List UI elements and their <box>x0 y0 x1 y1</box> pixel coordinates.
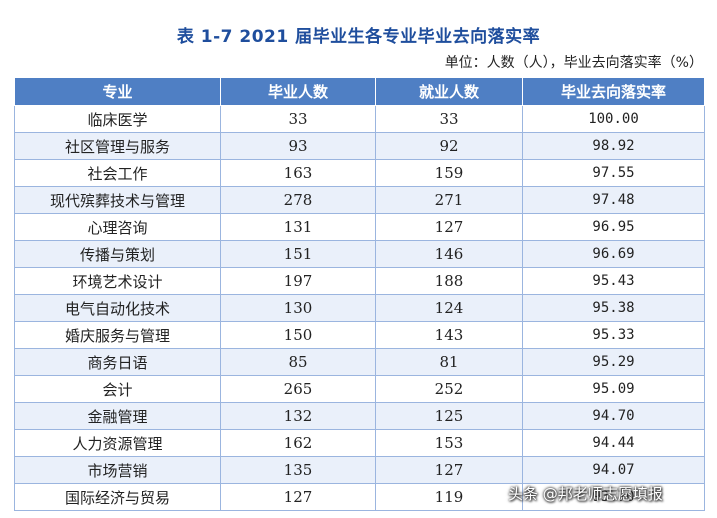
cell-graduates: 132 <box>220 402 376 430</box>
table-row: 电气自动化技术 130 124 95.38 <box>14 294 705 322</box>
table-row: 国际经济与贸易 127 119 93.70 <box>14 483 705 511</box>
cell-major: 环境艺术设计 <box>14 267 221 295</box>
cell-graduates: 33 <box>220 105 376 133</box>
cell-employed: 153 <box>375 429 523 457</box>
cell-major: 社区管理与服务 <box>14 132 221 160</box>
table-row: 社区管理与服务 93 92 98.92 <box>14 132 705 160</box>
cell-placement-rate: 95.09 <box>522 375 705 403</box>
cell-graduates: 151 <box>220 240 376 268</box>
cell-employed: 81 <box>375 348 523 376</box>
cell-major: 人力资源管理 <box>14 429 221 457</box>
cell-graduates: 278 <box>220 186 376 214</box>
table-row: 现代殡葬技术与管理 278 271 97.48 <box>14 186 705 214</box>
cell-employed: 188 <box>375 267 523 295</box>
table-row: 临床医学 33 33 100.00 <box>14 105 705 133</box>
cell-graduates: 197 <box>220 267 376 295</box>
cell-employed: 119 <box>375 483 523 511</box>
table-header-row: 专业 毕业人数 就业人数 毕业去向落实率 <box>14 77 705 106</box>
table-row: 传播与策划 151 146 96.69 <box>14 240 705 268</box>
unit-note: 单位：人数（人），毕业去向落实率（%） <box>444 55 703 71</box>
watermark-text: 头条 @邦老师志愿填报 <box>508 485 663 503</box>
table-row: 人力资源管理 162 153 94.44 <box>14 429 705 457</box>
header-major: 专业 <box>14 77 221 106</box>
cell-placement-rate: 95.43 <box>522 267 705 295</box>
cell-placement-rate: 97.55 <box>522 159 705 187</box>
table-title: 表 1-7 2021 届毕业生各专业毕业去向落实率 <box>176 27 541 47</box>
table-row: 市场营销 135 127 94.07 <box>14 456 705 484</box>
cell-major: 传播与策划 <box>14 240 221 268</box>
cell-graduates: 163 <box>220 159 376 187</box>
cell-placement-rate: 97.48 <box>522 186 705 214</box>
cell-employed: 146 <box>375 240 523 268</box>
cell-graduates: 265 <box>220 375 376 403</box>
header-employed: 就业人数 <box>375 77 523 106</box>
cell-graduates: 127 <box>220 483 376 511</box>
cell-employed: 143 <box>375 321 523 349</box>
cell-graduates: 150 <box>220 321 376 349</box>
cell-graduates: 135 <box>220 456 376 484</box>
cell-employed: 127 <box>375 213 523 241</box>
table-row: 环境艺术设计 197 188 95.43 <box>14 267 705 295</box>
cell-graduates: 130 <box>220 294 376 322</box>
cell-major: 心理咨询 <box>14 213 221 241</box>
cell-graduates: 93 <box>220 132 376 160</box>
cell-placement-rate: 96.95 <box>522 213 705 241</box>
cell-employed: 92 <box>375 132 523 160</box>
cell-major: 国际经济与贸易 <box>14 483 221 511</box>
table-row: 心理咨询 131 127 96.95 <box>14 213 705 241</box>
cell-graduates: 85 <box>220 348 376 376</box>
cell-major: 商务日语 <box>14 348 221 376</box>
cell-employed: 33 <box>375 105 523 133</box>
cell-employed: 124 <box>375 294 523 322</box>
cell-major: 金融管理 <box>14 402 221 430</box>
graduation-rate-table: 专业 毕业人数 就业人数 毕业去向落实率 临床医学 33 33 100.00 社区管理与… <box>14 77 705 511</box>
cell-employed: 159 <box>375 159 523 187</box>
table-row: 商务日语 85 81 95.29 <box>14 348 705 376</box>
cell-employed: 127 <box>375 456 523 484</box>
header-graduates: 毕业人数 <box>220 77 376 106</box>
table-row: 婚庆服务与管理 150 143 95.33 <box>14 321 705 349</box>
table-row: 金融管理 132 125 94.70 <box>14 402 705 430</box>
cell-placement-rate: 95.33 <box>522 321 705 349</box>
cell-major: 市场营销 <box>14 456 221 484</box>
table-row: 社会工作 163 159 97.55 <box>14 159 705 187</box>
cell-employed: 125 <box>375 402 523 430</box>
cell-major: 电气自动化技术 <box>14 294 221 322</box>
cell-placement-rate: 94.07 <box>522 456 705 484</box>
cell-graduates: 162 <box>220 429 376 457</box>
cell-major: 现代殡葬技术与管理 <box>14 186 221 214</box>
table-body: 临床医学 33 33 100.00 社区管理与服务 93 92 98.92 社会工作 163 159… <box>14 105 705 511</box>
cell-major: 会计 <box>14 375 221 403</box>
cell-placement-rate: 96.69 <box>522 240 705 268</box>
cell-placement-rate: 100.00 <box>522 105 705 133</box>
cell-major: 社会工作 <box>14 159 221 187</box>
header-placement-rate: 毕业去向落实率 <box>522 77 705 106</box>
cell-placement-rate: 95.38 <box>522 294 705 322</box>
cell-placement-rate: 94.70 <box>522 402 705 430</box>
cell-placement-rate: 93.70 <box>522 483 705 511</box>
table-row: 会计 265 252 95.09 <box>14 375 705 403</box>
cell-employed: 271 <box>375 186 523 214</box>
cell-graduates: 131 <box>220 213 376 241</box>
cell-placement-rate: 98.92 <box>522 132 705 160</box>
cell-placement-rate: 94.44 <box>522 429 705 457</box>
cell-major: 婚庆服务与管理 <box>14 321 221 349</box>
cell-major: 临床医学 <box>14 105 221 133</box>
cell-employed: 252 <box>375 375 523 403</box>
cell-placement-rate: 95.29 <box>522 348 705 376</box>
